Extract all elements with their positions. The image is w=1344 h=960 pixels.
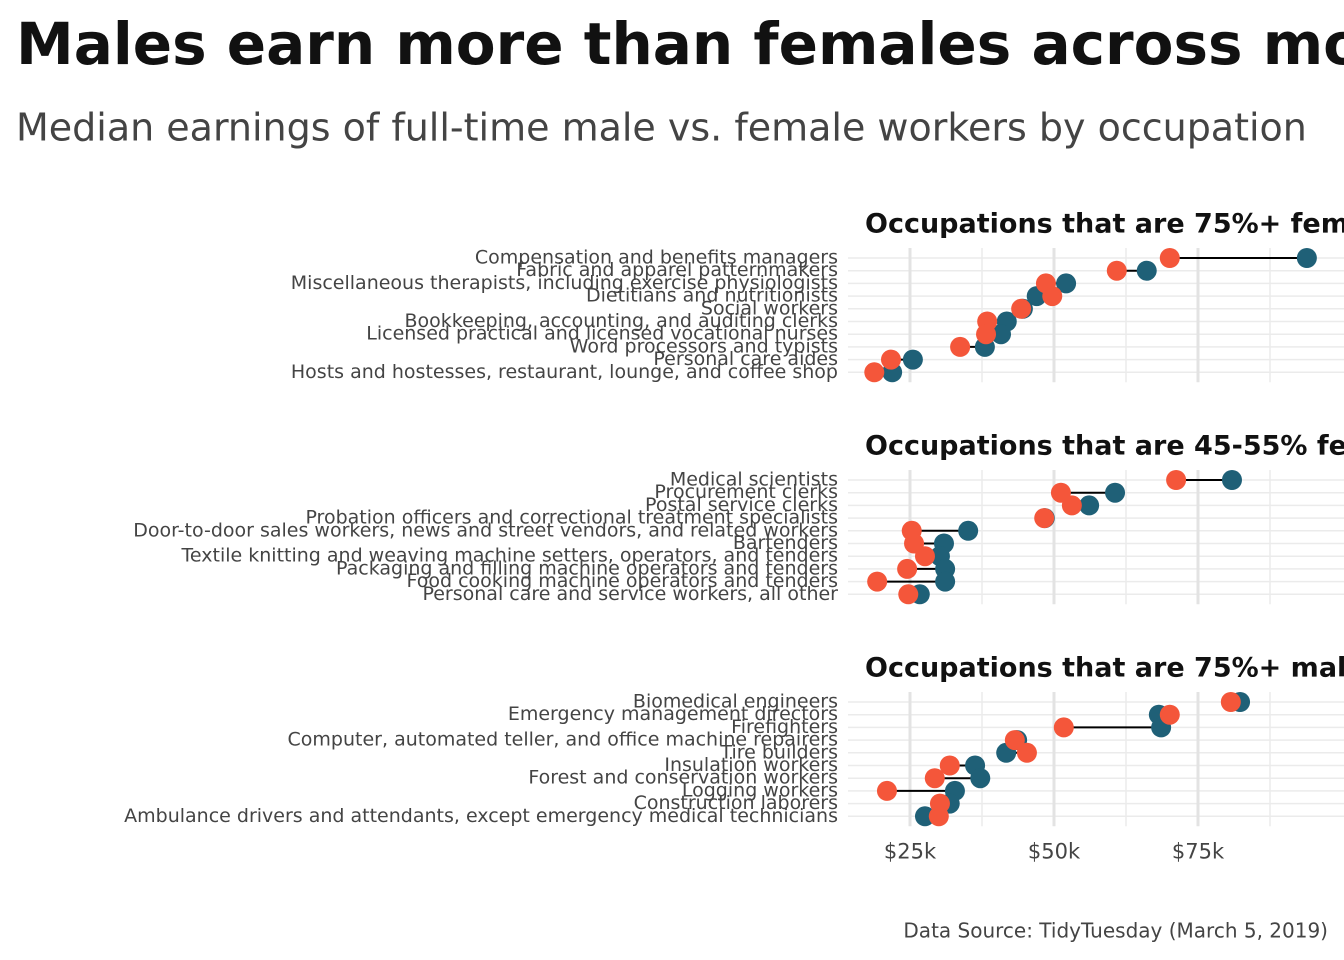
dot [939,755,960,776]
y-tick-label: Insulation workers [664,754,838,776]
dot [935,571,956,592]
x-tick-label: $75k [1172,839,1225,863]
y-tick-label: Miscellaneous therapists, including exer… [291,272,838,294]
dot [1034,508,1055,529]
dot [958,520,979,541]
y-tick-label: Personal care and service workers, all o… [422,583,838,605]
dot [898,584,919,605]
y-tick-label: Fabric and apparel patternmakers [516,259,838,281]
y-tick-label: Medical scientists [670,469,838,491]
dot [1166,470,1187,490]
y-tick-label: Door-to-door sales workers, news and str… [133,519,838,541]
dot [928,806,949,827]
x-tick-label: $50k [1028,839,1081,863]
dot [970,768,991,789]
dot [1136,260,1157,281]
dot [1011,298,1032,319]
dot [1106,260,1127,281]
dot [897,558,918,579]
y-tick-label: Hosts and hostesses, restaurant, lounge,… [291,361,838,383]
y-tick-label: Textile knitting and weaving machine set… [181,545,838,567]
y-tick-label: Forest and conservation workers [528,767,838,789]
dot [1056,273,1077,294]
y-tick-label: Social workers [701,297,838,319]
y-tick-label: Personal care aides [653,348,838,370]
dot [1004,730,1025,751]
panel-title: Occupations that are 75%+ female [865,209,1344,240]
dot [1079,495,1100,516]
y-tick-label: Dietitians and nutritionists [586,285,838,307]
dot [864,362,885,383]
dot [880,349,901,370]
dot [976,324,997,345]
dot [991,324,1012,345]
panel-title: Occupations that are 45-55% female [865,431,1344,462]
dot [1042,286,1063,307]
y-tick-label: Bookkeeping, accounting, and auditing cl… [405,310,838,332]
dot [1053,717,1074,738]
dot [1159,704,1180,725]
y-tick-label: Computer, automated teller, and office m… [288,729,838,751]
caption: Data Source: TidyTuesday (March 5, 2019) [903,919,1328,943]
chart-subtitle: Median earnings of full-time male vs. fe… [16,106,1307,150]
y-tick-label: Licensed practical and licensed vocation… [366,323,838,345]
y-tick-label: Tire builders [719,741,838,763]
dot [1105,482,1126,503]
y-tick-label: Probation officers and correctional trea… [305,507,838,529]
dot [914,546,935,567]
y-tick-label: Emergency management directors [508,703,838,725]
panel-title: Occupations that are 75%+ male [865,653,1344,684]
dot [1016,742,1037,763]
dot [924,768,945,789]
dot [1220,692,1241,712]
dot [1221,470,1242,490]
dot [1061,495,1082,516]
dot [950,336,971,357]
dot [867,571,888,592]
dot [914,806,935,827]
dot [876,780,897,801]
y-tick-label: Compensation and benefits managers [475,247,838,269]
dot [1159,248,1180,268]
dot [902,349,923,370]
y-tick-label: Firefighters [731,716,838,738]
y-tick-label: Bartenders [733,532,838,554]
y-tick-label: Ambulance drivers and attendants, except… [124,805,838,827]
y-tick-label: Biomedical engineers [633,691,838,713]
y-tick-label: Packaging and filling machine operators … [336,557,838,579]
x-tick-label: $25k [884,839,937,863]
y-tick-label: Logging workers [682,779,838,801]
dot [1296,248,1317,268]
y-tick-label: Postal service clerks [645,494,838,516]
chart-title: Males earn more than females across most… [16,10,1344,78]
y-tick-label: Word processors and typists [570,335,838,357]
y-tick-label: Procurement clerks [654,481,838,503]
y-tick-label: Construction laborers [634,792,838,814]
y-tick-label: Food cooking machine operators and tende… [407,570,839,592]
